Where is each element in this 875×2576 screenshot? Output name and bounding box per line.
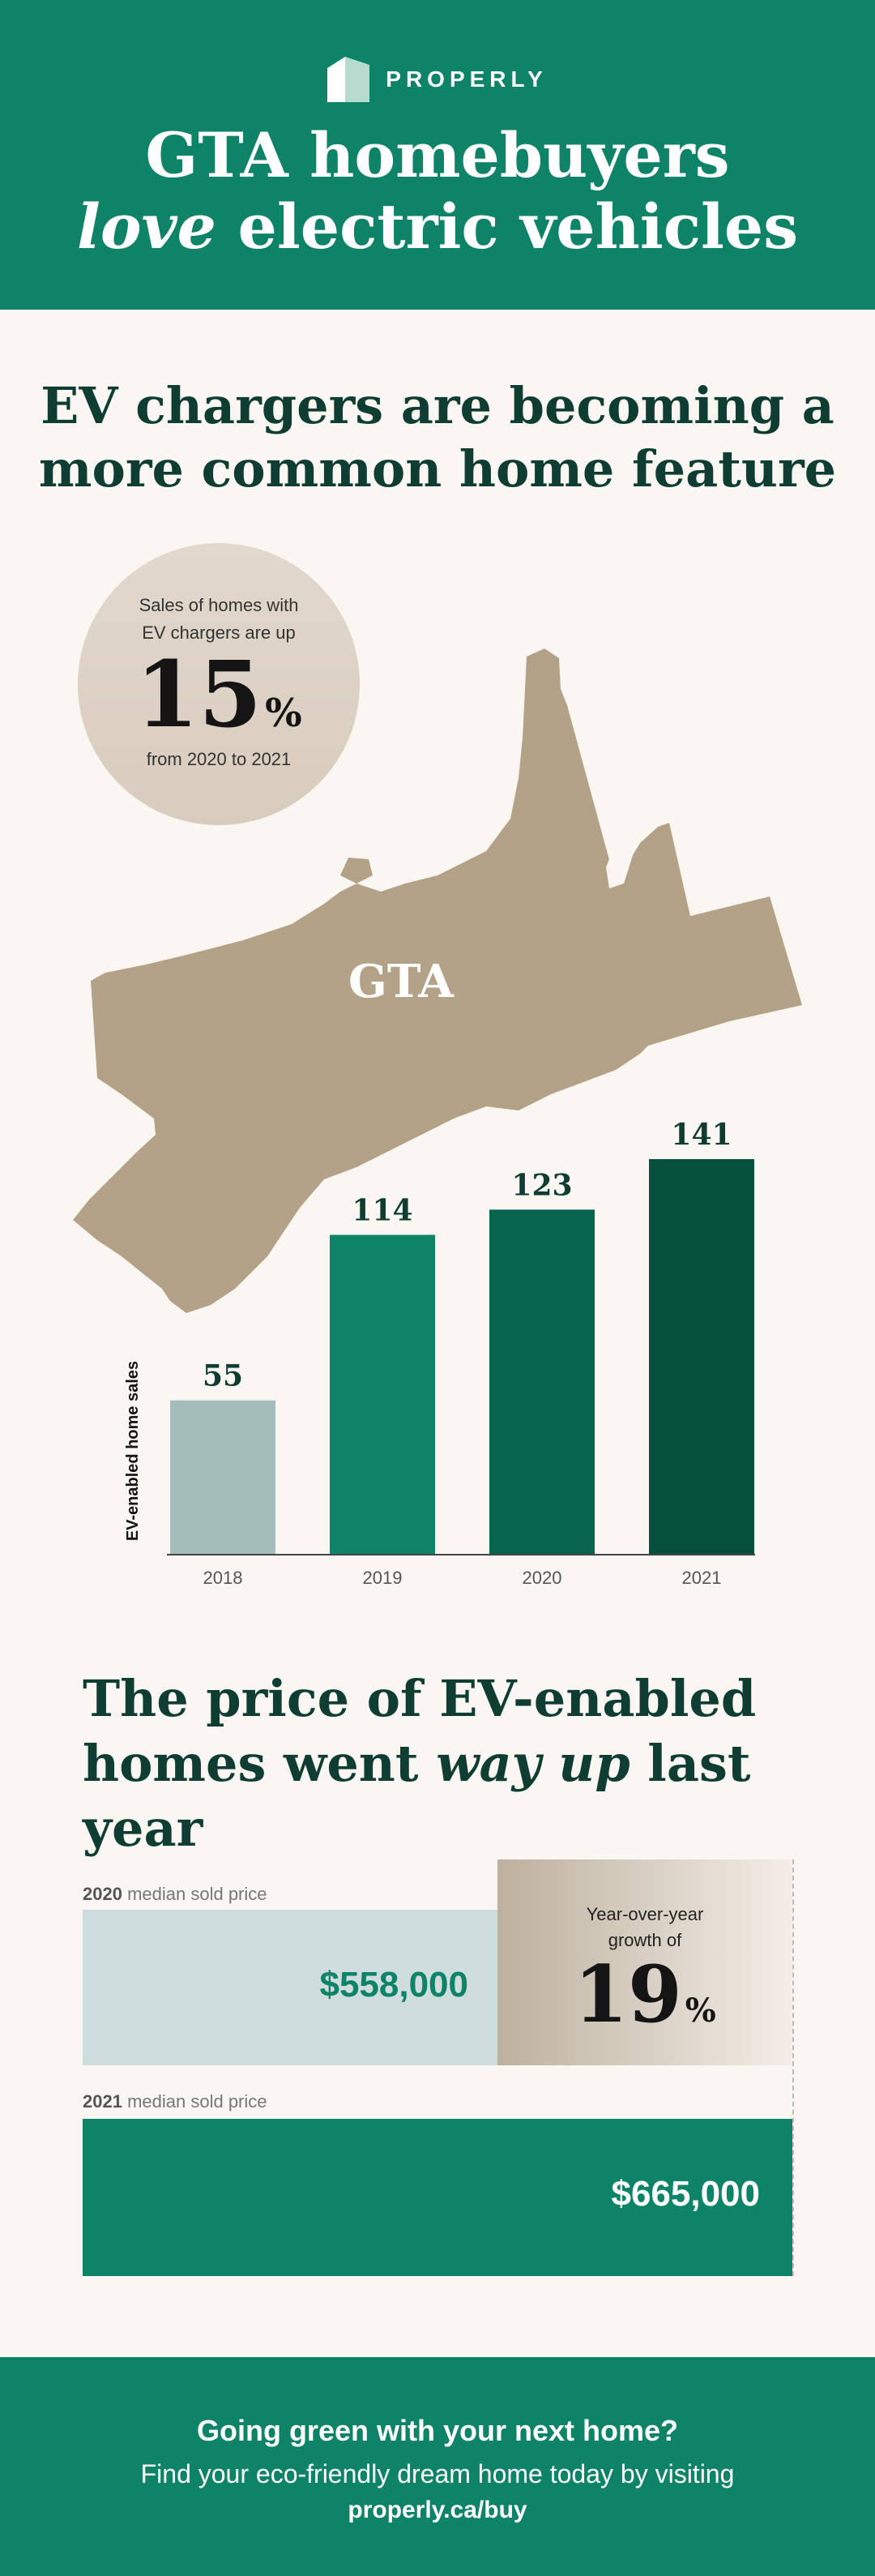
yoy-growth-box: Year-over-year growth of 19% (497, 1859, 792, 2065)
yoy-caption: Year-over-year growth of (497, 1902, 792, 1953)
house-icon (327, 57, 370, 102)
caption-2020-year: 2020 (83, 1884, 122, 1904)
stat-number: 15 (135, 642, 262, 748)
footer-headline: Going green with your next home? (196, 2414, 679, 2447)
stat-badge-ev-growth: Sales of homes with EV chargers are up 1… (78, 543, 360, 825)
bar-value-label: 55 (203, 1359, 243, 1393)
price-title-part-b: last year (83, 1734, 751, 1858)
chart-y-axis-label: EV-enabled home sales (124, 1361, 142, 1541)
yoy-caption-line-2: growth of (608, 1930, 682, 1950)
price-bar-2020: $558,000 (83, 1910, 497, 2065)
caption-2021: 2021 median sold price (83, 2091, 267, 2112)
yoy-caption-line-1: Year-over-year (586, 1904, 704, 1924)
section-price-title: The price of EV-enabled homes went way u… (83, 1667, 812, 1861)
caption-2020-text: median sold price (127, 1884, 267, 1904)
title-line-2: love electric vehicles (0, 191, 875, 263)
section-ev-chargers-title: EV chargers are becoming a more common h… (0, 374, 875, 501)
bar-2018 (170, 1400, 275, 1555)
brand-name: PROPERLY (386, 66, 548, 92)
price-2020-value: $558,000 (319, 1965, 468, 2005)
header-banner: PROPERLY GTA homebuyers love electric ve… (0, 0, 875, 310)
section-title-line-2: more common home feature (38, 439, 837, 499)
caption-2020: 2020 median sold price (83, 1884, 267, 1905)
price-title-part-a: homes went (83, 1734, 419, 1793)
stat-unit: % (265, 691, 302, 736)
footer-cta: Going green with your next home? Find yo… (0, 2357, 875, 2576)
section-title-line-1: EV chargers are becoming a (41, 376, 834, 435)
caption-2021-year: 2021 (83, 2091, 122, 2112)
caption-2021-text: median sold price (127, 2091, 267, 2112)
footer-text: Find your eco-friendly dream home today … (140, 2459, 735, 2488)
x-tick-label: 2019 (363, 1568, 403, 1588)
map-label: GTA (348, 955, 454, 1008)
title-rest: electric vehicles (237, 190, 799, 263)
page-title: GTA homebuyers love electric vehicles (0, 120, 875, 263)
dashed-divider (792, 1859, 794, 2276)
stat-caption-line-1: Sales of homes with (139, 595, 299, 615)
brand-logo[interactable]: PROPERLY (0, 57, 875, 102)
price-2021-value: $665,000 (611, 2174, 760, 2214)
title-emphasis: love (76, 190, 217, 263)
x-tick-label: 2021 (682, 1568, 722, 1588)
yoy-number: 19 (574, 1949, 682, 2040)
stat-caption-top: Sales of homes with EV chargers are up (78, 592, 360, 647)
price-bar-2021: $665,000 (83, 2119, 792, 2276)
price-title-line-1: The price of EV-enabled (83, 1669, 757, 1728)
price-title-line-2: homes went way up last year (83, 1731, 812, 1861)
price-title-emphasis: way up (436, 1734, 630, 1793)
stat-value: 15% (78, 647, 360, 762)
yoy-value: 19% (497, 1950, 792, 2056)
x-tick-label: 2018 (203, 1568, 243, 1588)
gta-map-shape (73, 648, 802, 1313)
footer-link[interactable]: properly.ca/buy (348, 2497, 527, 2523)
x-tick-label: 2020 (523, 1568, 562, 1588)
stat-caption-line-2: EV chargers are up (142, 623, 296, 643)
title-line-1: GTA homebuyers (145, 119, 730, 191)
yoy-unit: % (685, 1992, 716, 2030)
stat-caption-bottom: from 2020 to 2021 (146, 749, 292, 769)
